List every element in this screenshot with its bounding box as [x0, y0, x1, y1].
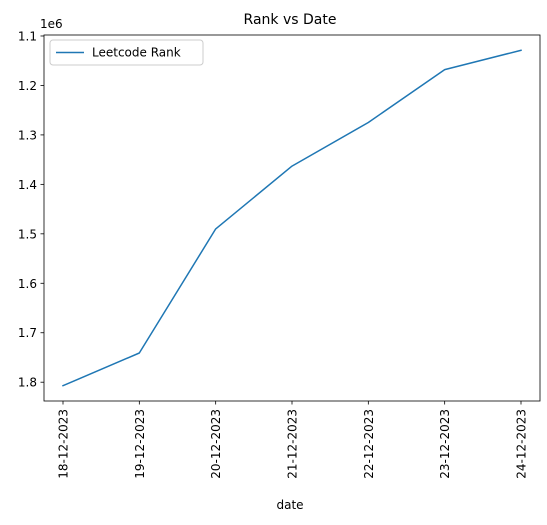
- y-tick-label: 1.8: [18, 376, 37, 390]
- series-line-0: [62, 49, 522, 387]
- x-tick-label: 24-12-2023: [515, 409, 529, 479]
- legend-box: [49, 39, 204, 66]
- x-tick-label: 19-12-2023: [133, 409, 147, 479]
- x-tick-label: 21-12-2023: [286, 409, 300, 479]
- y-tick-label: 1.1: [18, 29, 37, 43]
- x-axis-ticks: 18-12-2023 19-12-2023 20-12-2023 21-12-2023…: [57, 401, 529, 479]
- x-tick-label: 20-12-2023: [209, 409, 223, 479]
- y-axis-ticks: 1.1 1.2 1.3 1.4 1.5 1.6 1.7 1.8: [18, 29, 44, 390]
- x-tick-label: 18-12-2023: [57, 409, 71, 479]
- x-axis-label: date: [276, 498, 303, 512]
- y-tick-label: 1.7: [18, 326, 37, 340]
- legend: Leetcode Rank: [49, 39, 204, 66]
- y-tick-label: 1.3: [18, 128, 37, 142]
- y-axis-offset-label: 1e6: [40, 17, 63, 31]
- y-tick-label: 1.2: [18, 79, 37, 93]
- y-tick-label: 1.6: [18, 277, 37, 291]
- legend-label: Leetcode Rank: [92, 46, 181, 60]
- chart-title: Rank vs Date: [244, 12, 337, 28]
- x-tick-label: 22-12-2023: [362, 409, 376, 479]
- plot-frame: [43, 34, 541, 402]
- series-layer: [62, 49, 522, 387]
- y-tick-label: 1.5: [18, 227, 37, 241]
- y-tick-label: 1.4: [18, 178, 37, 192]
- x-tick-label: 23-12-2023: [438, 409, 452, 479]
